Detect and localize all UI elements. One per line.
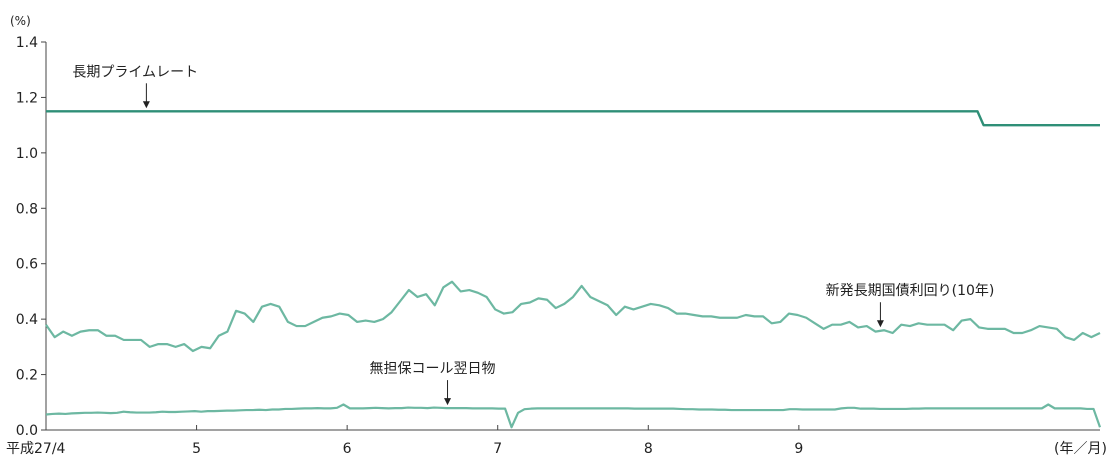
- x-tick-label: 8: [644, 441, 653, 457]
- y-unit-label: (%): [10, 14, 31, 28]
- y-tick-label: 0.0: [16, 423, 38, 439]
- annotation-arrowhead: [444, 398, 452, 406]
- annotation-arrowhead: [876, 320, 884, 328]
- x-unit-label: (年／月): [1054, 441, 1107, 457]
- series-line-1: [45, 280, 1101, 353]
- x-tick-label: 5: [192, 441, 201, 457]
- x-tick-label: 9: [794, 441, 803, 457]
- y-tick-label: 0.8: [16, 201, 38, 217]
- y-tick-label: 1.2: [16, 90, 38, 106]
- series-line-2: [45, 403, 1102, 429]
- y-tick-label: 0.4: [16, 312, 38, 328]
- series-line-0: [46, 110, 1100, 127]
- y-tick-label: 1.0: [16, 146, 38, 162]
- y-ticks: 0.0 0.2 0.4 0.6 0.8 1.0 1.2 1.4: [16, 35, 46, 439]
- annotation-arrowhead: [142, 101, 150, 109]
- x-tick-label: 平成27/4: [6, 441, 66, 457]
- x-ticks: 平成27/4 5 6 7 8 9: [6, 425, 803, 457]
- y-tick-label: 1.4: [16, 35, 38, 51]
- y-tick-label: 0.2: [16, 368, 38, 384]
- series-group: [45, 110, 1102, 429]
- series-label: 長期プライムレート: [72, 64, 198, 80]
- y-tick-label: 0.6: [16, 257, 38, 273]
- x-tick-label: 6: [343, 441, 352, 457]
- series-label: 無担保コール翌日物: [370, 361, 496, 377]
- x-tick-label: 7: [493, 441, 502, 457]
- series-label: 新発長期国債利回り(10年): [826, 283, 995, 299]
